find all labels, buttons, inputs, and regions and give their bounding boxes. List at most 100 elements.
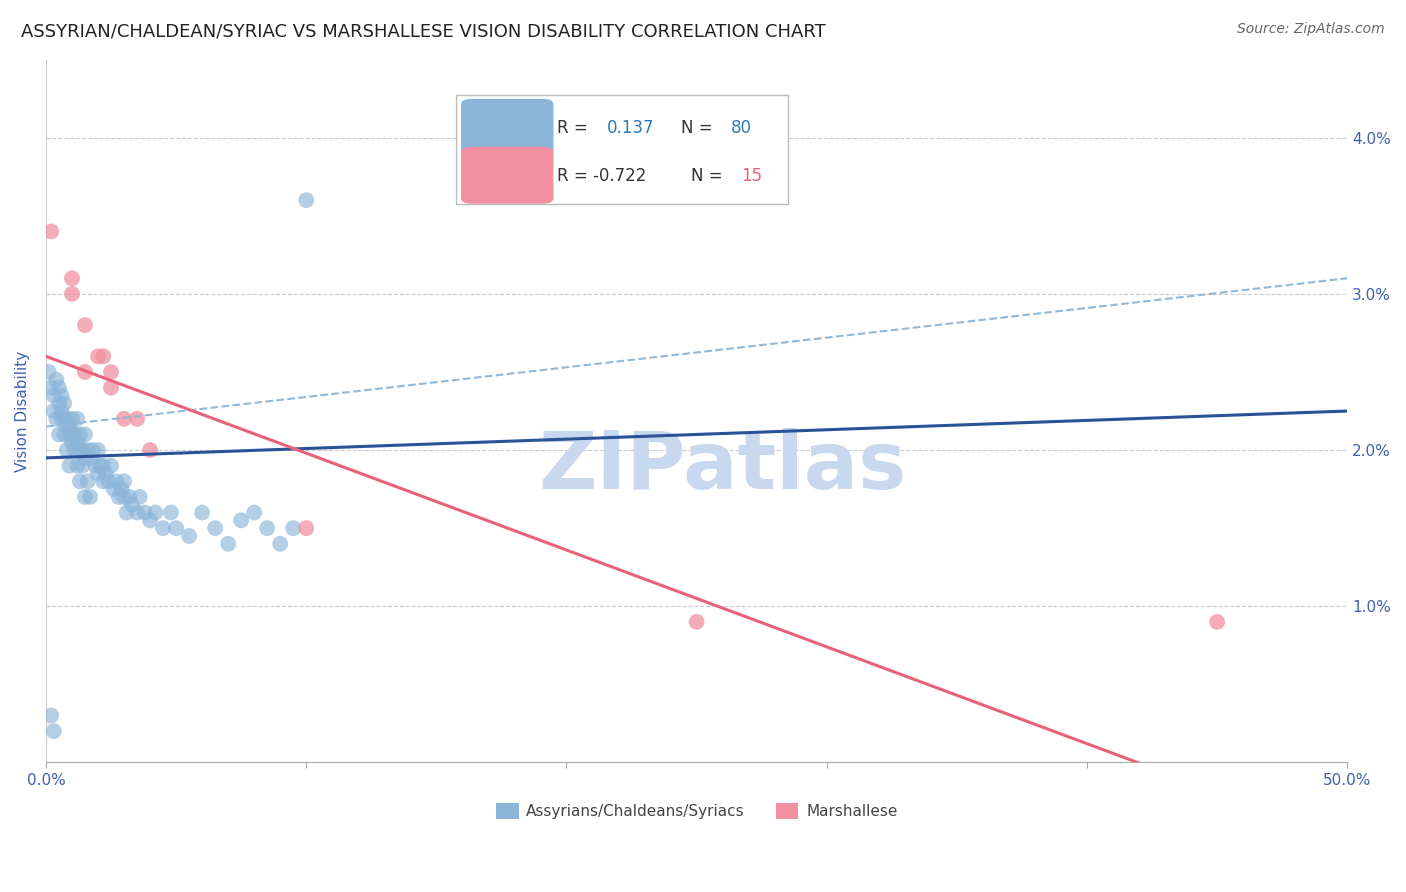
Point	[139, 513, 162, 527]
Point	[84, 458, 107, 473]
Y-axis label: Vision Disability: Vision Disability	[15, 351, 30, 472]
Point	[60, 271, 83, 285]
Point	[38, 365, 60, 379]
Text: 0.137: 0.137	[607, 119, 654, 136]
Point	[97, 475, 120, 489]
Point	[191, 506, 214, 520]
Point	[231, 513, 253, 527]
Point	[82, 443, 104, 458]
Text: 15: 15	[741, 167, 762, 185]
Text: N =: N =	[692, 167, 728, 185]
Point	[90, 458, 112, 473]
Point	[73, 450, 96, 465]
Point	[72, 443, 94, 458]
Point	[42, 724, 65, 739]
Text: ZIPatlas: ZIPatlas	[538, 428, 907, 507]
Point	[87, 349, 110, 363]
Legend: Assyrians/Chaldeans/Syriacs, Marshallese: Assyrians/Chaldeans/Syriacs, Marshallese	[489, 797, 904, 825]
Point	[160, 506, 183, 520]
Point	[685, 615, 707, 629]
Point	[103, 482, 125, 496]
Point	[39, 381, 62, 395]
Point	[112, 412, 135, 426]
Point	[204, 521, 226, 535]
Point	[56, 443, 79, 458]
Text: 80: 80	[731, 119, 751, 136]
Point	[165, 521, 187, 535]
Point	[139, 443, 162, 458]
Text: N =: N =	[681, 119, 718, 136]
Point	[295, 193, 318, 207]
Point	[112, 490, 135, 504]
Point	[100, 381, 122, 395]
Point	[128, 490, 150, 504]
Point	[53, 427, 76, 442]
Point	[48, 381, 70, 395]
Point	[125, 412, 148, 426]
Point	[91, 349, 114, 363]
Point	[45, 412, 67, 426]
Text: Source: ZipAtlas.com: Source: ZipAtlas.com	[1237, 22, 1385, 37]
Point	[143, 506, 166, 520]
Point	[134, 506, 156, 520]
Point	[73, 427, 96, 442]
Point	[58, 427, 80, 442]
Point	[79, 450, 101, 465]
Point	[100, 458, 122, 473]
Text: R = -0.722: R = -0.722	[557, 167, 647, 185]
Point	[58, 458, 80, 473]
Point	[39, 708, 62, 723]
Point	[66, 458, 89, 473]
Point	[56, 419, 79, 434]
Point	[60, 435, 83, 450]
FancyBboxPatch shape	[461, 147, 554, 203]
Point	[53, 412, 76, 426]
Point	[51, 404, 73, 418]
Point	[87, 443, 110, 458]
Point	[115, 506, 138, 520]
Point	[283, 521, 305, 535]
Point	[91, 458, 114, 473]
Point	[217, 537, 239, 551]
Text: R =: R =	[557, 119, 593, 136]
Point	[256, 521, 278, 535]
Point	[63, 443, 86, 458]
Point	[53, 396, 76, 410]
Point	[63, 427, 86, 442]
Point	[39, 224, 62, 238]
Point	[73, 318, 96, 332]
Point	[76, 475, 98, 489]
Point	[112, 475, 135, 489]
Point	[73, 365, 96, 379]
Point	[66, 412, 89, 426]
Point	[42, 388, 65, 402]
Point	[69, 427, 91, 442]
Point	[179, 529, 201, 543]
Point	[69, 475, 91, 489]
Point	[87, 467, 110, 481]
Point	[72, 458, 94, 473]
Point	[73, 490, 96, 504]
Text: ASSYRIAN/CHALDEAN/SYRIAC VS MARSHALLESE VISION DISABILITY CORRELATION CHART: ASSYRIAN/CHALDEAN/SYRIAC VS MARSHALLESE …	[21, 22, 825, 40]
Point	[60, 286, 83, 301]
Point	[94, 467, 117, 481]
Point	[118, 490, 141, 504]
Point	[91, 475, 114, 489]
Point	[56, 412, 79, 426]
Point	[243, 506, 266, 520]
Point	[42, 404, 65, 418]
Point	[60, 412, 83, 426]
Point	[48, 396, 70, 410]
Point	[48, 427, 70, 442]
Point	[152, 521, 174, 535]
Point	[108, 490, 131, 504]
Point	[69, 443, 91, 458]
Point	[45, 373, 67, 387]
Point	[121, 498, 143, 512]
Point	[51, 388, 73, 402]
Point	[125, 506, 148, 520]
Point	[60, 427, 83, 442]
Point	[79, 490, 101, 504]
FancyBboxPatch shape	[461, 99, 554, 156]
Point	[66, 435, 89, 450]
